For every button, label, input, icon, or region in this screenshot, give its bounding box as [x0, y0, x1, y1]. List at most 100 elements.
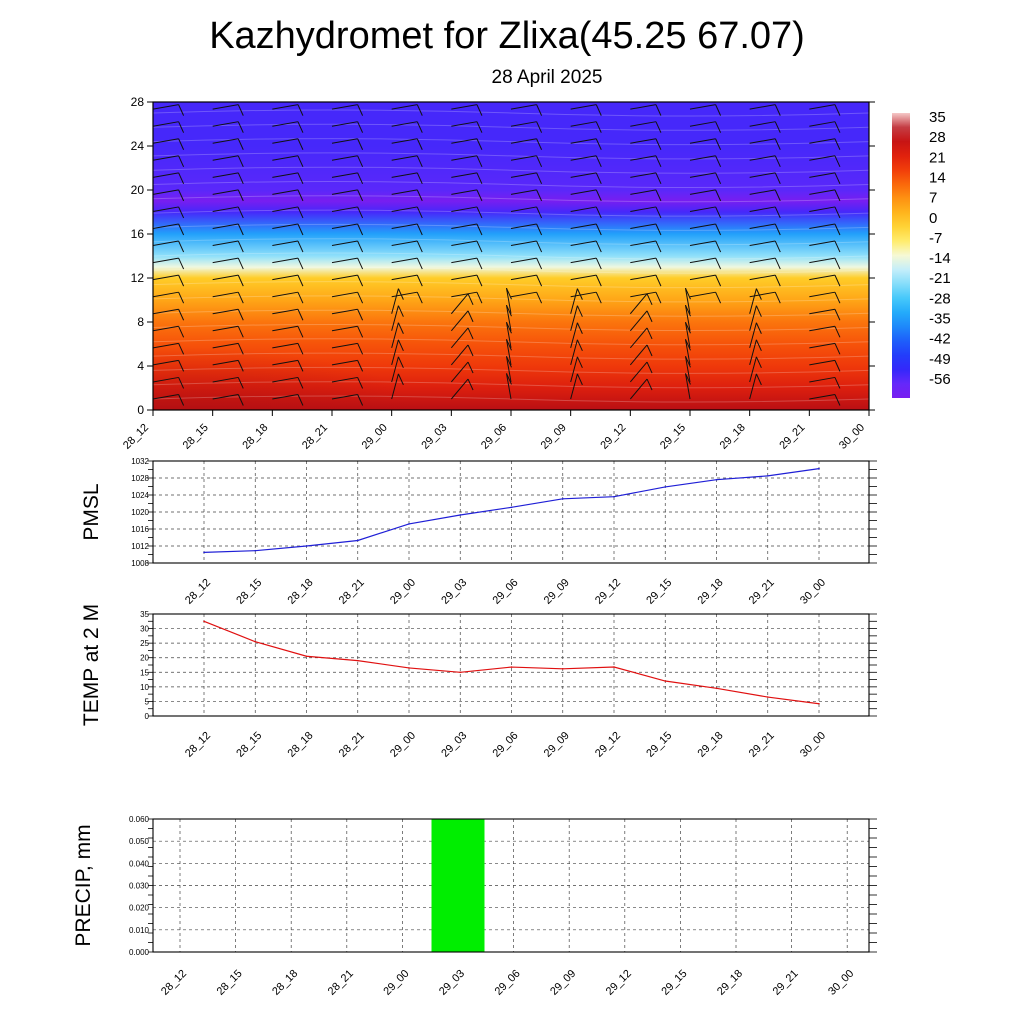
wind-barb-flag — [834, 121, 841, 133]
x-tick-label: 29_09 — [539, 422, 569, 452]
colorbar-label: -49 — [929, 351, 951, 368]
wind-barb — [152, 257, 179, 264]
wind-barb-flag — [476, 138, 483, 150]
wind-barb — [391, 373, 399, 400]
wind-barb — [749, 257, 776, 264]
wind-barb-flag — [834, 257, 841, 270]
wind-barb-flag — [595, 104, 602, 116]
wind-barb-flag — [357, 291, 364, 304]
data-point — [613, 495, 615, 498]
wind-barb — [391, 121, 418, 127]
wind-barb — [505, 322, 512, 348]
wind-barb — [152, 291, 179, 298]
wind-barb-flag — [476, 172, 483, 185]
colorbar-label: 0 — [929, 210, 937, 227]
wind-barb — [510, 240, 537, 247]
wind-barb — [391, 240, 418, 247]
wind-barb — [749, 291, 776, 298]
wind-barb — [630, 274, 657, 281]
wind-barb — [749, 189, 776, 195]
wind-barb-flag — [416, 104, 423, 116]
x-tick-label: 29_21 — [747, 730, 777, 760]
wind-barb-flag — [774, 291, 781, 304]
wind-barb-flag — [178, 343, 185, 355]
colorbar-label: 14 — [929, 169, 946, 186]
colorbar-label: -21 — [929, 270, 951, 287]
wind-barb — [630, 189, 657, 195]
y-tick-label: 4 — [137, 359, 144, 373]
wind-barb — [570, 339, 578, 366]
wind-barb — [570, 121, 597, 127]
wind-barb-flag — [297, 189, 304, 202]
wind-barb-flag — [357, 104, 364, 116]
wind-barb-flag — [655, 138, 662, 150]
wind-barb-flag — [774, 138, 781, 150]
wind-barb-flag — [178, 172, 185, 185]
y-tick-label: 0.010 — [129, 926, 150, 935]
wind-barb-flag — [834, 394, 841, 406]
wind-barb — [505, 356, 512, 383]
wind-barb-flag — [297, 326, 304, 338]
wind-barb-flag — [467, 310, 474, 323]
precip-bar — [431, 819, 485, 952]
isotherm-line — [152, 252, 870, 260]
wind-barb — [630, 223, 657, 229]
wind-barb-flag — [178, 309, 185, 321]
wind-barb — [451, 138, 478, 144]
x-tick-label: 29_00 — [388, 730, 418, 760]
x-tick-label: 28_21 — [326, 968, 356, 998]
isotherm-line — [152, 266, 870, 274]
x-tick-label: 29_09 — [542, 730, 572, 760]
wind-barb-flag — [715, 291, 722, 304]
isotherm-line — [152, 281, 870, 289]
wind-barb-flag — [237, 240, 244, 253]
wind-barb-flag — [297, 309, 304, 321]
x-tick-label: 28_21 — [337, 730, 367, 760]
wind-barb-flag — [834, 326, 841, 338]
warm-surface-region — [153, 320, 483, 410]
wind-barb — [749, 138, 776, 144]
wind-barb-flag — [357, 326, 364, 338]
wind-barb — [272, 291, 299, 298]
wind-barb — [510, 172, 537, 178]
wind-barb-flag — [655, 257, 662, 270]
wind-barb-flag — [834, 309, 841, 321]
wind-barb-flag — [834, 155, 841, 167]
wind-barb-flag — [715, 172, 722, 185]
wind-barb — [570, 172, 597, 178]
wind-barb-flag — [755, 305, 762, 317]
x-tick-label: 29_15 — [644, 577, 674, 607]
wind-barb — [152, 172, 179, 178]
wind-barb — [809, 172, 836, 178]
wind-barb-flag — [595, 206, 602, 219]
wind-barb-flag — [536, 155, 543, 167]
wind-barb — [152, 104, 179, 110]
wind-barb — [272, 155, 299, 161]
wind-barb — [630, 138, 657, 144]
wind-barb-flag — [357, 189, 364, 202]
wind-barb — [689, 291, 716, 298]
wind-barb — [570, 291, 597, 298]
wind-barb — [570, 206, 597, 212]
y-tick-label: 35 — [140, 610, 149, 619]
x-tick-label: 28_12 — [183, 730, 213, 760]
y-tick-label: 1016 — [131, 525, 149, 534]
wind-barb-flag — [237, 138, 244, 150]
wind-barb-flag — [774, 206, 781, 219]
isotherm-line — [152, 195, 870, 203]
y-tick-label: 25 — [140, 639, 149, 648]
wind-barb — [451, 223, 478, 229]
wind-barb — [630, 121, 657, 127]
wind-barb-flag — [357, 360, 364, 372]
y-tick-label: 15 — [140, 668, 149, 677]
y-tick-label: 28 — [131, 95, 145, 109]
wind-barb — [451, 257, 478, 264]
colorbar-label: -42 — [929, 331, 951, 348]
wind-barb-flag — [237, 223, 244, 236]
x-tick-label: 29_18 — [696, 730, 726, 760]
wind-barb — [749, 104, 776, 110]
page-title: Kazhydromet for Zlixa(45.25 67.07) — [209, 15, 805, 57]
y-axis-label: TEMP at 2 M — [80, 604, 103, 726]
wind-barb-flag — [774, 189, 781, 202]
wind-barb-flag — [536, 189, 543, 202]
